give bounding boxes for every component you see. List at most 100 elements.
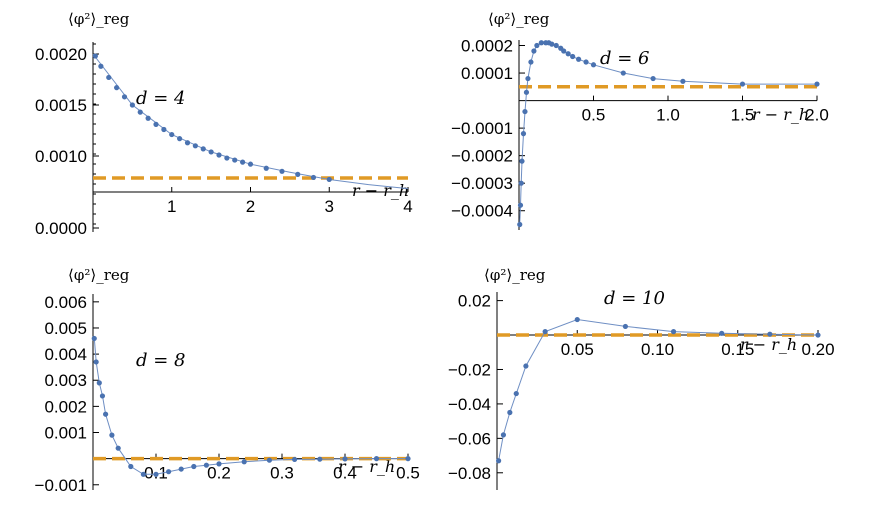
x-tick-label: 3: [325, 197, 334, 216]
plot-0: 1 2 3 4 0.0020 0.0015 0.0010 0.0000: [35, 42, 413, 238]
y-tick-label: 0.0001: [461, 64, 513, 83]
data-point: [342, 456, 348, 462]
data-point: [565, 51, 571, 57]
x-tick-label: 2.0: [805, 106, 829, 125]
plot-3: 0.05 0.10 0.15 0.20 −0.08 −0.06 −0.04 −0.02 0.02: [448, 292, 835, 490]
y-tick-label: 0.02: [458, 292, 491, 311]
fit-curve: [93, 338, 408, 475]
data-point: [109, 432, 115, 438]
x-tick-label: 2: [246, 197, 255, 216]
y-tick-label: 0.0000: [35, 219, 87, 238]
data-point: [523, 89, 530, 95]
data-point: [518, 180, 524, 186]
data-point: [522, 108, 528, 115]
data-point: [203, 462, 209, 468]
data-point: [200, 146, 206, 152]
data-point: [166, 469, 172, 475]
data-point: [670, 329, 677, 335]
data-point: [192, 143, 198, 149]
data-point: [326, 176, 332, 183]
y-tick-label: 0.002: [44, 397, 87, 416]
data-point: [93, 359, 99, 365]
data-point: [590, 62, 597, 68]
annotation-d6: d = 6: [600, 48, 650, 69]
fit-curve: [498, 318, 819, 461]
data-point: [576, 56, 582, 62]
data-point: [553, 42, 559, 49]
data-point: [216, 152, 222, 158]
data-point: [140, 471, 146, 477]
data-point: [620, 70, 626, 76]
y-tick-label: −0.0001: [451, 119, 513, 138]
data-point: [767, 331, 773, 337]
data-point: [561, 48, 567, 54]
x-tick-label: 0.20: [801, 340, 834, 359]
y-tick-label: −0.0004: [451, 202, 513, 221]
data-point: [719, 330, 725, 336]
data-point: [373, 456, 380, 462]
data-point: [815, 332, 821, 338]
ylabel-text: ⟨φ²⟩_reg: [484, 266, 546, 284]
x-tick-label: 0.5: [396, 464, 420, 483]
data-point: [266, 457, 272, 463]
annotation-d8: d = 8: [136, 350, 186, 371]
data-point: [137, 109, 143, 115]
data-point: [622, 323, 629, 330]
data-point: [496, 458, 502, 464]
ylabel-text: ⟨φ²⟩_reg: [488, 10, 550, 28]
x-tick-label: 4: [403, 197, 412, 216]
data-point: [317, 456, 323, 462]
data-point: [520, 131, 527, 137]
y-tick-label: 0.005: [44, 319, 87, 338]
xlabel-d8: r − r_h: [338, 457, 395, 476]
data-point: [531, 48, 537, 54]
data-point: [241, 459, 247, 465]
x-tick-label: 0.10: [641, 340, 674, 359]
data-point: [232, 157, 238, 163]
data-point: [680, 78, 686, 84]
x-tick-label: 0.15: [721, 340, 754, 359]
y-tick-label: 0.006: [44, 293, 87, 312]
data-point: [570, 53, 576, 60]
data-point: [534, 42, 540, 49]
data-point: [106, 74, 112, 81]
fit-curve: [92, 53, 409, 190]
data-point: [310, 174, 317, 181]
x-tick-label: 0.2: [207, 464, 231, 483]
data-point: [519, 158, 525, 164]
data-point: [103, 411, 109, 417]
data-point: [184, 140, 191, 146]
y-tick-label: −0.08: [448, 464, 491, 483]
y-tick-label: 0.001: [44, 424, 87, 443]
y-tick-label: −0.06: [448, 429, 491, 448]
data-point: [583, 59, 589, 65]
data-point: [177, 136, 183, 142]
data-point: [500, 432, 507, 438]
y-tick-label: −0.001: [35, 476, 87, 495]
data-point: [292, 456, 298, 463]
data-point: [114, 85, 120, 91]
data-point: [814, 81, 820, 87]
data-point: [513, 390, 519, 397]
x-tick-label: 1.0: [656, 106, 680, 125]
data-point: [247, 161, 254, 167]
panel-d6: ⟨φ²⟩_reg d = 6 r − r_h: [488, 10, 809, 124]
data-point: [169, 131, 175, 138]
data-point: [92, 53, 98, 59]
x-tick-label: 0.4: [333, 464, 357, 483]
panel-d4: ⟨φ²⟩_reg d = 4 r − r_h: [68, 10, 409, 200]
data-point: [208, 149, 214, 155]
y-tick-label: −0.02: [448, 360, 491, 379]
data-point: [507, 409, 513, 416]
data-point: [549, 41, 555, 47]
fit-curve: [519, 42, 817, 225]
xlabel-d6: r − r_h: [752, 105, 809, 124]
panel-d10: ⟨φ²⟩_reg d = 10 r − r_h: [484, 266, 797, 354]
x-tick-label: 1: [167, 197, 176, 216]
y-tick-label: 0.004: [44, 345, 87, 364]
data-point: [295, 171, 301, 177]
data-point: [161, 126, 167, 133]
y-tick-label: 0.003: [44, 371, 87, 390]
data-point: [98, 63, 104, 69]
